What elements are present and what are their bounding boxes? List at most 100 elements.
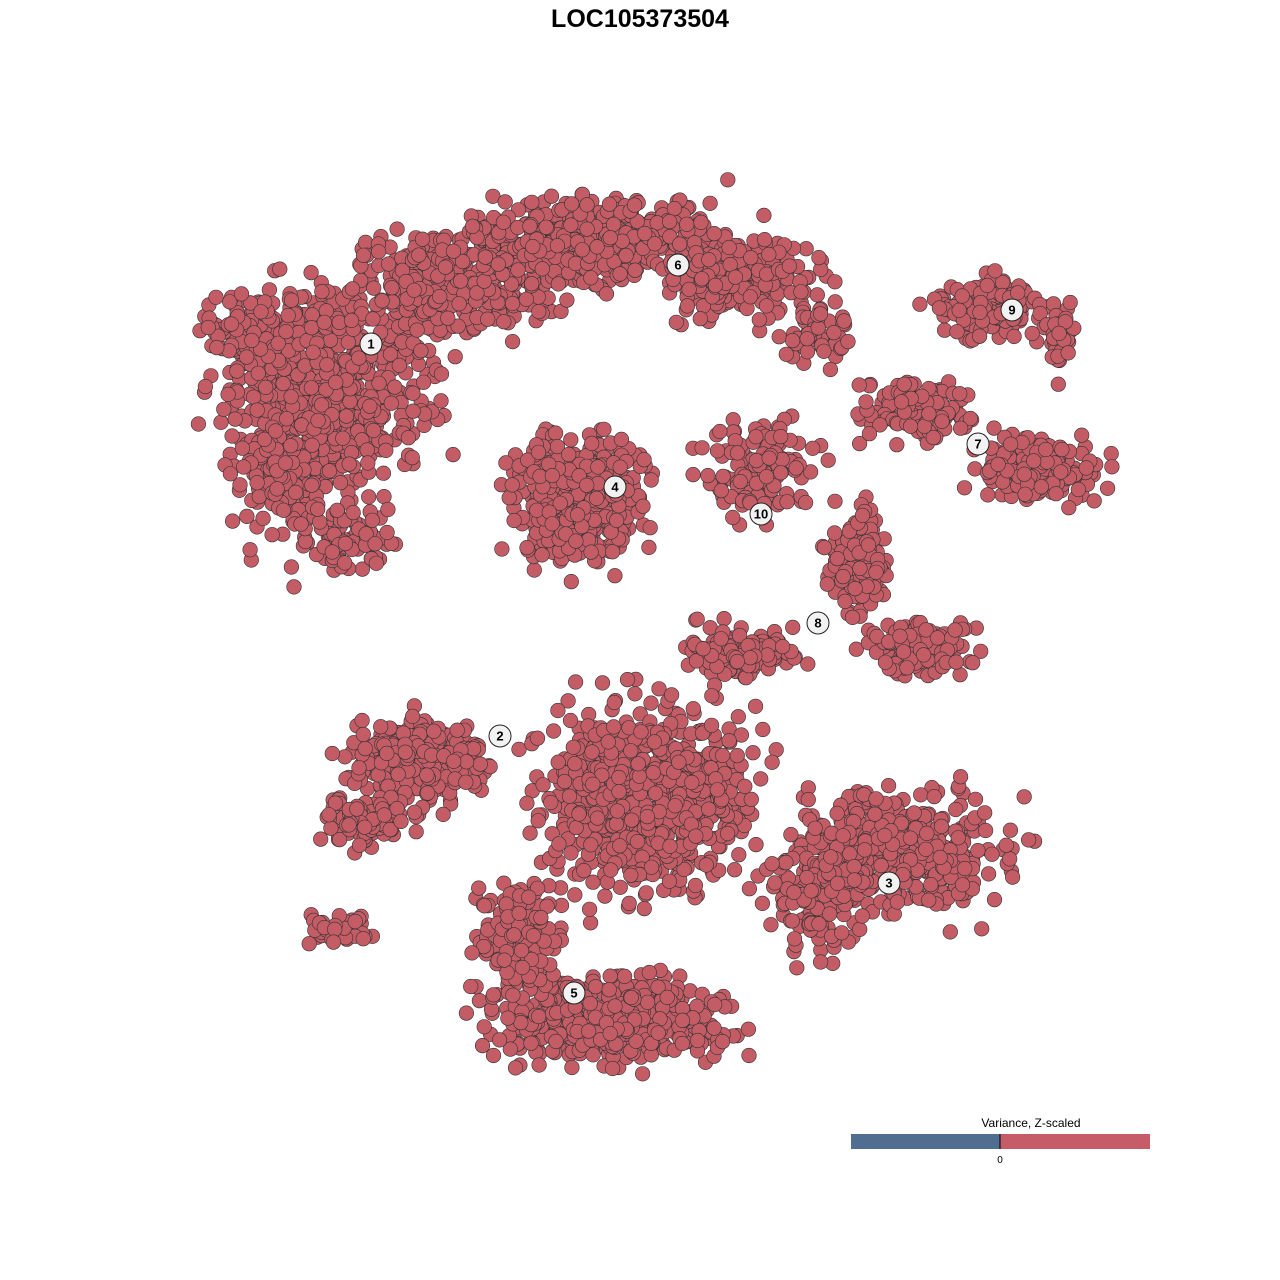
data-point: [1010, 285, 1026, 301]
data-point: [979, 277, 995, 294]
data-point: [213, 414, 229, 430]
data-point: [980, 487, 996, 503]
data-point: [627, 686, 643, 702]
data-point: [579, 221, 595, 237]
data-point: [986, 891, 1003, 908]
data-point: [544, 516, 560, 532]
data-point: [391, 357, 407, 374]
data-point: [612, 459, 628, 475]
data-point: [974, 921, 990, 937]
data-point: [626, 197, 643, 213]
data-point: [249, 475, 265, 491]
data-point: [967, 791, 984, 807]
data-point: [774, 638, 791, 655]
data-point: [725, 509, 741, 526]
data-point: [846, 858, 862, 875]
data-point: [239, 508, 255, 525]
data-point: [741, 881, 758, 897]
data-point: [729, 653, 745, 670]
data-point: [761, 450, 777, 466]
data-point: [531, 304, 547, 320]
data-point: [829, 805, 845, 822]
data-point: [805, 440, 821, 456]
data-point: [1004, 869, 1021, 885]
data-point: [563, 432, 579, 448]
data-point: [293, 516, 309, 532]
data-point: [956, 480, 973, 496]
data-point: [371, 375, 387, 391]
data-point: [827, 294, 843, 310]
data-point: [1104, 459, 1120, 475]
data-point: [373, 719, 389, 735]
data-point: [234, 440, 250, 456]
data-point: [798, 241, 814, 257]
data-point: [784, 333, 801, 349]
data-point: [811, 916, 827, 932]
data-point: [785, 619, 801, 636]
data-point: [842, 846, 858, 862]
data-point: [984, 846, 1000, 862]
data-point: [264, 527, 280, 543]
data-point: [525, 239, 541, 255]
data-point: [695, 641, 711, 657]
data-point: [344, 281, 361, 297]
data-point: [713, 483, 729, 499]
data-point: [337, 535, 354, 552]
data-point: [799, 331, 815, 347]
data-point: [809, 287, 825, 303]
data-point: [1061, 500, 1077, 516]
data-point: [755, 721, 771, 738]
data-point: [579, 477, 595, 493]
data-point: [868, 564, 884, 580]
data-point: [816, 539, 833, 556]
data-point: [694, 271, 710, 287]
data-point: [952, 769, 969, 785]
data-point: [868, 791, 884, 807]
data-point: [342, 393, 358, 410]
data-point: [255, 510, 271, 527]
data-point: [820, 452, 836, 468]
data-point: [912, 296, 928, 312]
points-layer: [190, 172, 1120, 1082]
data-point: [393, 813, 409, 830]
data-point: [668, 314, 684, 330]
data-point: [382, 346, 399, 362]
data-point: [283, 559, 300, 575]
data-point: [931, 300, 948, 316]
data-point: [793, 284, 809, 300]
data-point: [564, 196, 580, 212]
data-point: [574, 242, 590, 258]
data-point: [721, 239, 737, 256]
data-point: [902, 418, 919, 434]
data-point: [1038, 441, 1054, 458]
data-point: [826, 525, 843, 541]
data-point: [829, 875, 846, 892]
data-point: [288, 484, 304, 501]
data-point: [726, 862, 743, 878]
data-point: [236, 459, 252, 475]
data-point: [851, 377, 867, 393]
data-point: [1026, 453, 1042, 469]
data-point: [642, 520, 658, 536]
data-point: [229, 363, 245, 379]
data-point: [857, 842, 873, 858]
data-point: [301, 936, 317, 952]
data-point: [397, 744, 413, 760]
data-point: [742, 289, 758, 305]
data-point: [761, 246, 777, 263]
data-point: [692, 311, 708, 327]
data-point: [345, 504, 361, 521]
data-point: [411, 247, 427, 263]
data-point: [233, 286, 250, 302]
data-point: [220, 386, 236, 403]
data-point: [877, 654, 894, 670]
data-point: [767, 875, 783, 891]
data-point: [501, 490, 517, 506]
data-point: [748, 429, 764, 445]
data-point: [754, 895, 771, 912]
data-point: [954, 288, 970, 304]
data-point: [1048, 486, 1064, 502]
data-point: [1050, 376, 1066, 392]
data-point: [361, 489, 377, 505]
data-point: [895, 644, 912, 660]
